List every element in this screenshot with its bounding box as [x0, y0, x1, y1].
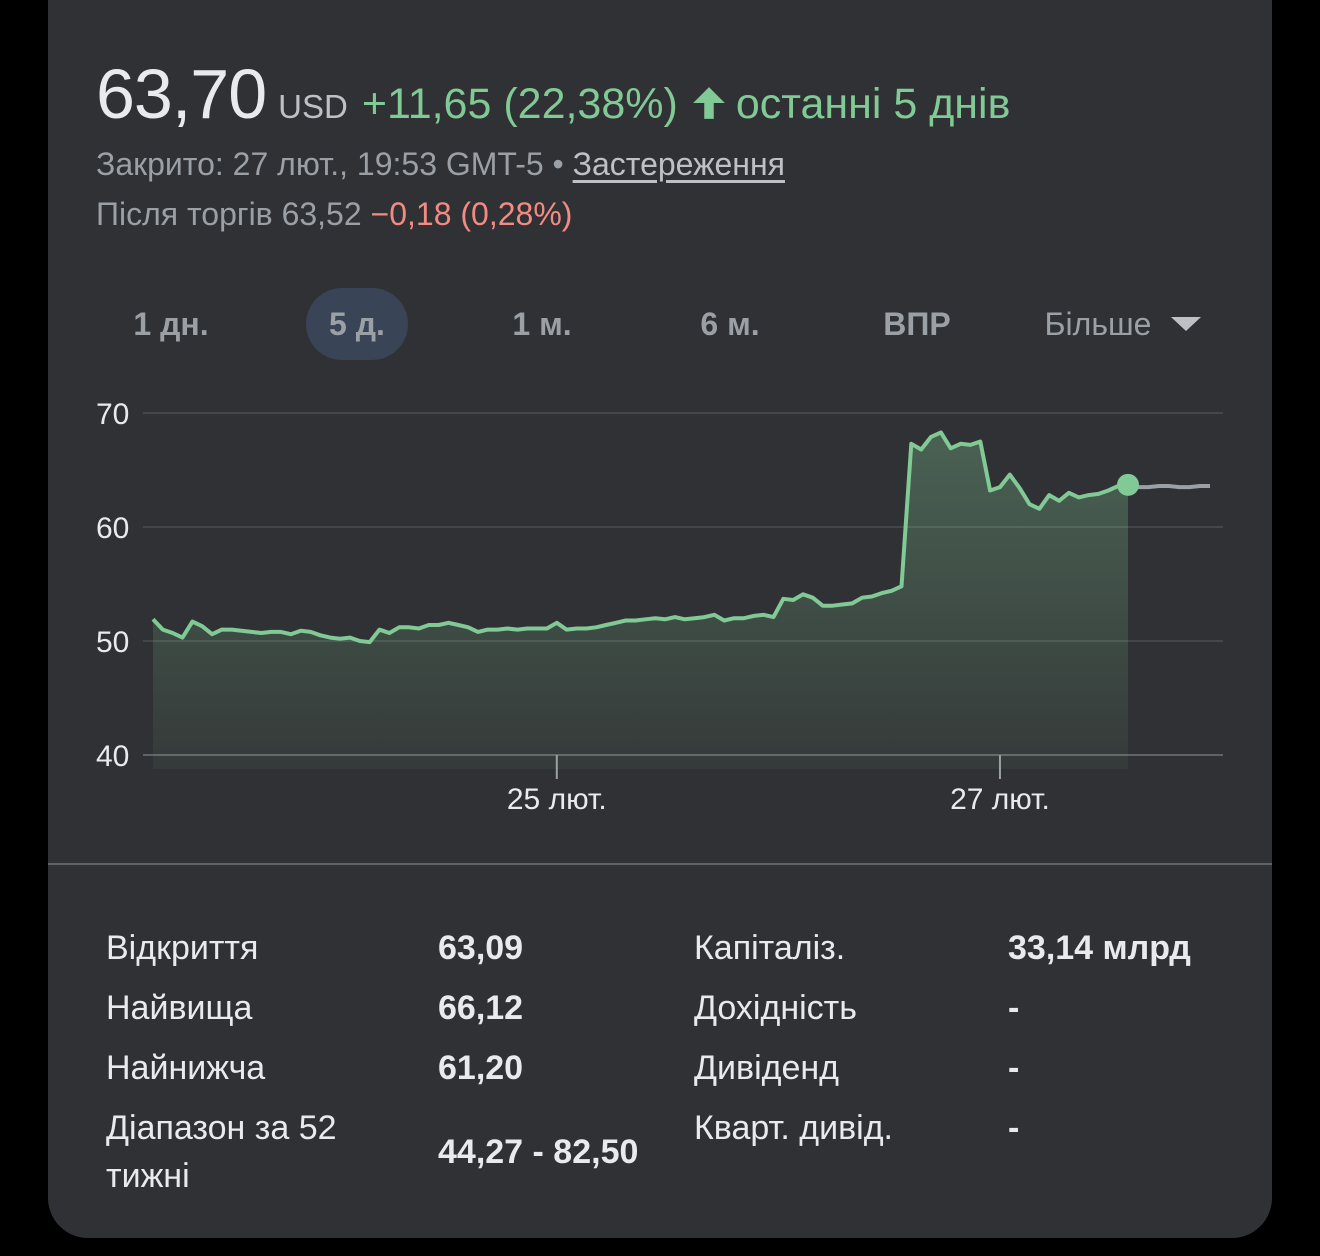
current-point-dot	[1117, 474, 1139, 496]
range-tabs: 1 дн. 5 д. 1 м. 6 м. ВПР Більше	[48, 288, 1272, 360]
disclaimer-link[interactable]: Застереження	[573, 146, 785, 182]
y-tick-label: 50	[96, 626, 129, 659]
stat-cap-value: 33,14 млрд	[1008, 924, 1191, 972]
stat-cap-label: Капіталіз.	[694, 924, 845, 972]
arrow-up-icon	[690, 84, 728, 122]
tab-label: ВПР	[883, 306, 950, 342]
y-tick-label: 60	[96, 512, 129, 545]
stat-qdiv-value: -	[1008, 1104, 1019, 1152]
stat-high-value: 66,12	[438, 984, 523, 1032]
caret-down-icon	[1171, 317, 1201, 331]
tab-1-day[interactable]: 1 дн.	[112, 288, 230, 360]
after-hours-info: Після торгів 63,52 −0,18 (0,28%)	[96, 196, 572, 233]
area-fill	[153, 432, 1128, 769]
stat-52w-label-line2: тижні	[106, 1152, 337, 1200]
x-tick-label: 27 лют.	[950, 783, 1050, 816]
stat-52w-label-line1: Діапазон за 52	[106, 1104, 337, 1152]
stat-qdiv-label: Кварт. дивід.	[694, 1104, 893, 1152]
x-tick-label: 25 лют.	[507, 783, 607, 816]
closed-info: Закрито: 27 лют., 19:53 GMT-5 • Застереж…	[96, 146, 785, 183]
tab-label: 5 д.	[329, 306, 385, 342]
tab-label: Більше	[1045, 288, 1152, 360]
stat-dividend-value: -	[1008, 1044, 1019, 1092]
after-hours-line	[1128, 485, 1210, 487]
tab-1-month[interactable]: 1 м.	[490, 288, 594, 360]
tab-more[interactable]: Більше	[1028, 288, 1218, 360]
stat-yield-value: -	[1008, 984, 1019, 1032]
stat-open-label: Відкриття	[106, 924, 258, 972]
tab-6-months[interactable]: 6 м.	[676, 288, 784, 360]
current-price: 63,70	[96, 54, 266, 134]
tab-label: 1 дн.	[133, 306, 208, 342]
stat-yield-label: Дохідність	[694, 984, 857, 1032]
stat-52w-label: Діапазон за 52 тижні	[106, 1104, 337, 1200]
price-change: +11,65 (22,38%)	[362, 80, 678, 129]
tab-label: 1 м.	[512, 306, 571, 342]
chart-area	[153, 432, 1128, 769]
currency-label: USD	[278, 88, 348, 126]
tab-ytd[interactable]: ВПР	[864, 288, 970, 360]
stat-low-label: Найнижча	[106, 1044, 265, 1092]
y-tick-label: 40	[96, 740, 129, 773]
y-tick-label: 70	[96, 398, 129, 431]
stock-card: 63,70 USD +11,65 (22,38%) останні 5 днів…	[48, 0, 1272, 1238]
stat-high-label: Найвища	[106, 984, 252, 1032]
tab-5-days[interactable]: 5 д.	[306, 288, 408, 360]
price-chart: 70 60 50 40 25 лют. 27 лют.	[48, 380, 1272, 840]
after-hours-label: Після торгів 63,52	[96, 196, 371, 232]
closed-text: Закрито: 27 лют., 19:53 GMT-5 •	[96, 146, 573, 182]
stat-52w-value: 44,27 - 82,50	[438, 1128, 638, 1176]
stat-low-value: 61,20	[438, 1044, 523, 1092]
tab-label: 6 м.	[700, 306, 759, 342]
stat-open-value: 63,09	[438, 924, 523, 972]
price-header: 63,70 USD +11,65 (22,38%) останні 5 днів	[96, 54, 1010, 134]
after-hours-change: −0,18 (0,28%)	[371, 196, 573, 232]
change-period: останні 5 днів	[736, 80, 1011, 129]
stat-dividend-label: Дивіденд	[694, 1044, 839, 1092]
section-divider	[48, 863, 1272, 865]
